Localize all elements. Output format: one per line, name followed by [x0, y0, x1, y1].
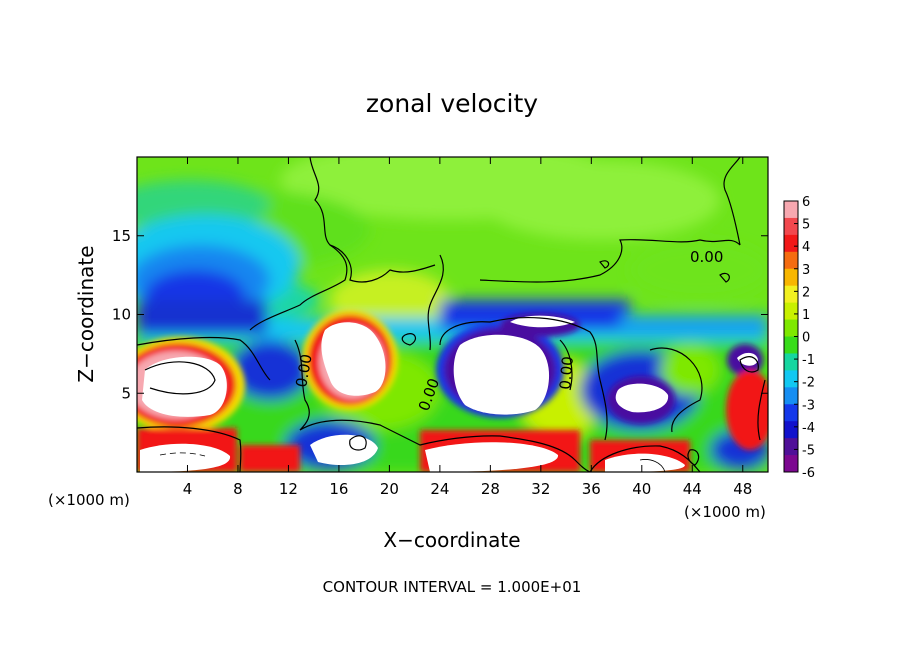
y-axis-label: Z−coordinate	[74, 245, 98, 382]
x-tick-label: 40	[632, 480, 651, 498]
plot-area: 0.00 0.00 0.00 0.00	[137, 157, 768, 472]
colorbar-tick-label: 5	[802, 218, 810, 233]
colorbar-swatch	[784, 201, 798, 219]
contour-lines	[137, 157, 766, 472]
x-tick-label: 28	[481, 480, 500, 498]
x-tick-label: 16	[329, 480, 348, 498]
colorbar-swatch	[784, 234, 798, 253]
x-tick-label: 8	[233, 480, 243, 498]
colorbar-swatch	[784, 302, 798, 321]
contour-label-left: 0.00	[292, 353, 316, 389]
x-unit-right: (×1000 m)	[684, 503, 766, 521]
colorbar-tick-label: -1	[802, 353, 815, 368]
contour-label-mid: 0.00	[556, 356, 577, 391]
x-tick-label: 4	[183, 480, 193, 498]
colorbar-swatch	[784, 319, 798, 337]
colorbar-swatch	[784, 353, 798, 371]
colorbar-swatch	[784, 268, 798, 287]
y-tick-label: 15	[112, 227, 131, 245]
colorbar-swatch	[784, 336, 798, 354]
colorbar-swatch	[784, 404, 798, 422]
colorbar: 6 5 4 3 2 1 0 -1 -2 -3 -4 -5 -6	[783, 195, 815, 481]
x-axis-label: X−coordinate	[383, 528, 520, 552]
y-tick-label: 5	[121, 384, 131, 402]
x-tick-label: 36	[582, 480, 601, 498]
colorbar-tick-label: 6	[802, 195, 810, 210]
colorbar-tick-label: -4	[802, 421, 815, 436]
colorbar-tick-label: 2	[802, 285, 810, 300]
colorbar-swatch	[784, 421, 798, 439]
colorbar-tick-label: -6	[802, 466, 815, 481]
colorbar-swatch	[784, 285, 798, 304]
saturated-cores	[140, 315, 758, 472]
chart-title: zonal velocity	[366, 89, 538, 118]
colorbar-tick-label: -5	[802, 443, 815, 458]
x-tick-label: 12	[279, 480, 298, 498]
colorbar-swatch	[784, 251, 798, 270]
colorbar-tick-label: -3	[802, 398, 815, 413]
x-tick-label: 32	[531, 480, 550, 498]
colorbar-swatch	[784, 438, 798, 456]
contour-interval-note: CONTOUR INTERVAL = 1.000E+01	[323, 578, 582, 596]
colorbar-swatch	[784, 387, 798, 405]
colorbar-tick-label: 0	[802, 331, 810, 346]
x-tick-label: 48	[733, 480, 752, 498]
colorbar-swatch	[784, 370, 798, 388]
x-unit-left: (×1000 m)	[48, 491, 130, 509]
x-tick-label: 44	[683, 480, 702, 498]
colorbar-swatch	[784, 455, 798, 473]
x-tick-label: 20	[380, 480, 399, 498]
colorbar-tick-label: 3	[802, 263, 810, 278]
x-axis: 4 8 12 16 20 24 28 32 36 40 44 48	[183, 157, 752, 498]
colorbar-tick-label: 4	[802, 240, 810, 255]
colorbar-tick-label: -2	[802, 376, 815, 391]
colorbar-tick-label: 1	[802, 308, 810, 323]
colorbar-swatch	[784, 217, 798, 236]
x-tick-label: 24	[430, 480, 449, 498]
y-tick-label: 10	[112, 306, 131, 324]
contour-label-right: 0.00	[690, 248, 723, 266]
y-axis: 5 10 15	[112, 227, 768, 402]
